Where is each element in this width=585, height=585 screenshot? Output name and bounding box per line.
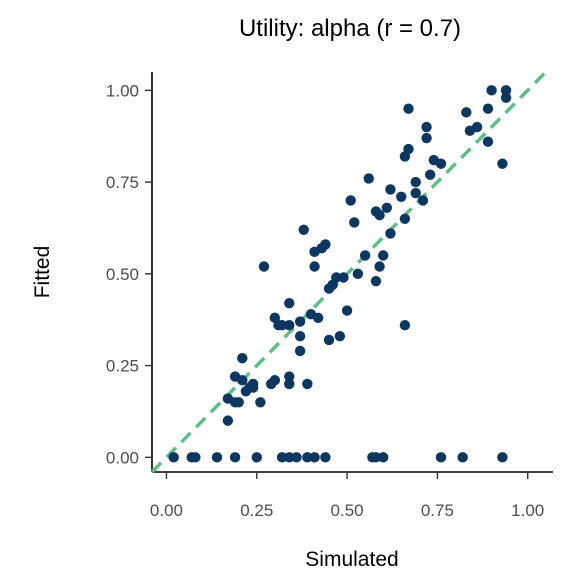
data-point [497, 158, 508, 169]
data-point [352, 268, 364, 280]
data-point [276, 452, 288, 463]
data-point [482, 136, 494, 147]
data-point [237, 353, 248, 364]
data-point [237, 375, 248, 386]
data-point [284, 320, 295, 331]
y-tick-label: 0.75 [106, 173, 139, 192]
y-axis-label: Fitted [31, 246, 54, 299]
data-point [435, 158, 447, 169]
data-point [251, 452, 262, 463]
data-point [421, 121, 432, 133]
data-point [385, 228, 396, 239]
data-point [255, 397, 266, 408]
data-point [374, 261, 385, 272]
y-tick-label: 1.00 [106, 81, 139, 100]
data-point [349, 217, 360, 228]
data-point [273, 320, 284, 331]
data-point [294, 316, 306, 327]
data-point [370, 452, 382, 463]
data-point [302, 452, 313, 463]
data-point [359, 250, 371, 261]
data-point [222, 415, 234, 426]
data-point [247, 382, 259, 393]
data-point [378, 250, 389, 261]
x-tick-label: 0.75 [421, 501, 454, 520]
y-tick-label: 0.50 [106, 265, 139, 284]
x-tick-label: 0.25 [240, 501, 273, 520]
data-point [258, 261, 270, 272]
data-point [233, 397, 244, 408]
identity-reference-line [150, 70, 548, 474]
data-point [341, 305, 353, 316]
data-point [229, 452, 241, 463]
x-axis-label: Simulated [305, 548, 398, 571]
data-point [269, 375, 281, 386]
data-point [381, 202, 393, 213]
data-point [374, 209, 385, 221]
data-point [294, 331, 306, 342]
data-point [302, 378, 313, 390]
data-point [410, 176, 421, 188]
data-point [378, 452, 389, 463]
data-point [211, 452, 223, 463]
x-tick-label: 0.00 [150, 501, 183, 520]
data-point [403, 143, 414, 155]
data-point [284, 371, 295, 382]
data-point [323, 334, 335, 346]
data-point [486, 85, 497, 96]
data-point [309, 452, 320, 463]
data-point [284, 297, 295, 309]
data-point [403, 103, 414, 114]
chart-title: Utility: alpha (r = 0.7) [239, 15, 461, 42]
x-tick-label: 0.50 [331, 501, 364, 520]
data-point [399, 320, 411, 331]
y-tick-label: 0.00 [106, 448, 139, 467]
x-tick-label: 1.00 [511, 501, 544, 520]
data-point [345, 195, 356, 206]
data-point [471, 121, 483, 133]
ticks-layer: 0.00 0.25 0.50 0.75 1.00 0.00 0.25 0.50 0.75 1.00 [106, 81, 544, 520]
data-point [320, 452, 331, 463]
data-point [284, 378, 295, 390]
data-point [385, 184, 396, 195]
data-point [320, 239, 331, 250]
y-tick-label: 0.25 [106, 357, 139, 376]
data-point [312, 312, 324, 324]
data-point [298, 224, 309, 235]
data-point [461, 107, 472, 118]
data-point [482, 103, 494, 114]
points-layer [168, 85, 512, 463]
data-point [396, 191, 407, 202]
data-point [294, 345, 306, 357]
reference-line-layer [150, 70, 548, 474]
data-point [435, 452, 447, 463]
data-point [421, 132, 432, 144]
data-point [457, 452, 468, 463]
data-point [497, 452, 508, 463]
data-point [399, 213, 411, 224]
data-point [424, 169, 436, 180]
data-point [168, 452, 179, 463]
data-point [363, 173, 374, 184]
data-point [291, 452, 302, 463]
data-point [370, 275, 382, 287]
data-point [500, 92, 512, 103]
data-point [334, 331, 346, 342]
data-point [284, 452, 295, 463]
data-point [331, 272, 342, 283]
data-point [338, 272, 349, 283]
data-point [309, 261, 320, 272]
data-point [417, 195, 429, 206]
data-point [500, 85, 512, 96]
data-point [410, 187, 421, 199]
data-point [190, 452, 201, 463]
